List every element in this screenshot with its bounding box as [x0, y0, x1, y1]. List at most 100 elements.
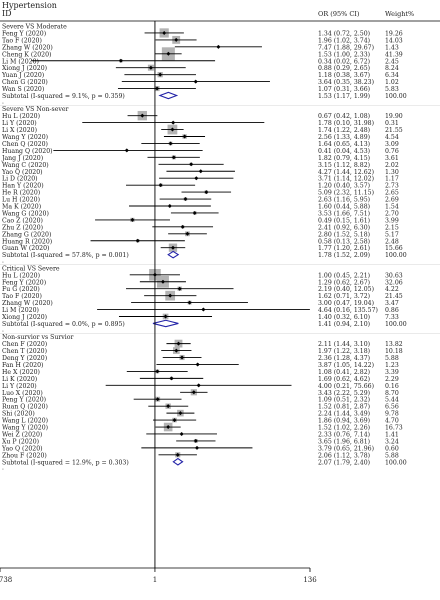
weight-text: 2.69: [385, 197, 399, 204]
weight-text: 41.39: [385, 51, 403, 58]
study-label: Li Y (2020): [2, 120, 37, 127]
point-estimate: [192, 210, 197, 215]
weight-text: 5.88: [385, 452, 399, 459]
study-label: Zhang G (2020): [2, 231, 51, 238]
weight-text: 21.55: [385, 127, 403, 134]
ci-text: 0.41 (0.04, 4.53): [318, 148, 370, 155]
point-estimate: [163, 314, 168, 319]
weight-text: 19.90: [385, 113, 403, 120]
ci-text: 1.62 (0.71, 3.72): [318, 293, 370, 300]
subtotal-diamond: [172, 457, 184, 466]
subtotal-label: Subtotal (I-squared = 57.8%, p = 0.001): [2, 252, 129, 259]
point-estimate: [170, 127, 175, 132]
weight-text: 10.18: [385, 348, 403, 355]
ci-text: 0.49 (0.15, 1.61): [318, 217, 370, 224]
header-or-ci: OR (95% CI): [318, 10, 360, 18]
ci-text: 1.09 (0.51, 2.32): [318, 397, 370, 404]
weight-text: 100.00: [385, 321, 407, 328]
weight-text: 5.83: [385, 86, 399, 93]
ci-text: 0.58 (0.13, 2.58): [318, 238, 370, 245]
weight-text: 7.33: [385, 314, 399, 321]
ci-text: 1.07 (0.31, 3.66): [318, 86, 370, 93]
point-estimate: [193, 438, 198, 443]
weight-text: 0.16: [385, 383, 399, 390]
study-label: Zhang W (2020): [2, 300, 53, 307]
weight-text: 2.70: [385, 210, 399, 217]
point-estimate: [168, 141, 173, 146]
study-label: Shi (2020): [2, 411, 35, 418]
point-estimate: [180, 355, 185, 360]
point-estimate: [172, 418, 177, 423]
weight-text: 6.34: [385, 72, 399, 79]
ci-text: 1.52 (1.02, 2.26): [318, 425, 370, 432]
study-label: Yao Q (2020): [1, 445, 43, 452]
study-label: Chen Q (2020): [2, 141, 48, 148]
study-label: Wan S (2020): [2, 86, 44, 93]
group-spacer: .: [2, 326, 4, 333]
weight-text: 2.45: [385, 58, 399, 65]
ci-text: 3.00 (0.47, 19.04): [318, 300, 374, 307]
point-estimate: [158, 72, 163, 77]
point-estimate: [171, 155, 176, 160]
weight-text: 3.99: [385, 217, 399, 224]
weight-text: 6.56: [385, 404, 399, 411]
point-estimate: [148, 65, 153, 70]
ci-text: 1.97 (1.22, 3.18): [318, 348, 370, 355]
point-estimate: [124, 148, 129, 153]
point-estimate: [182, 134, 187, 139]
ci-text: 2.06 (1.12, 3.78): [318, 452, 370, 459]
ci-text: 2.80 (1.52, 5.18): [318, 231, 370, 238]
point-estimate: [155, 397, 160, 402]
ci-text: 2.24 (1.44, 3.49): [318, 411, 370, 418]
weight-text: 1.23: [385, 362, 399, 369]
ci-text: 1.96 (1.02, 3.74): [318, 37, 370, 44]
point-estimate: [179, 431, 184, 436]
ci-text: 2.11 (1.44, 3.10): [318, 341, 370, 348]
ci-text: 0.34 (0.02, 6.72): [318, 58, 370, 65]
ci-text: 1.20 (0.40, 3.57): [318, 183, 370, 190]
x-axis: .00738 1 136: [0, 567, 317, 584]
ci-text: 1.52 (0.81, 2.87): [318, 404, 370, 411]
ci-text: 2.19 (0.40, 12.05): [318, 286, 374, 293]
weight-text: 5.17: [385, 231, 399, 238]
ci-text: 3.64 (0.35, 38.23): [318, 79, 374, 86]
point-estimate: [162, 30, 167, 35]
subtotal-label: Subtotal (I-squared = 9.1%, p = 0.359): [2, 93, 125, 100]
ci-text: 0.67 (0.42, 1.08): [318, 113, 370, 120]
weight-text: 2.15: [385, 224, 399, 231]
point-estimate: [160, 279, 165, 284]
study-label: Zhou F (2020): [2, 452, 47, 459]
point-estimate: [183, 197, 188, 202]
point-estimate: [185, 231, 190, 236]
weight-text: 21.45: [385, 293, 403, 300]
ci-text: 4.64 (0.16, 135.57): [318, 307, 378, 314]
weight-text: 1.43: [385, 44, 399, 51]
ci-text: 2.36 (1.28, 4.37): [318, 355, 370, 362]
weight-text: 1.17: [385, 176, 399, 183]
ci-text: 1.08 (0.41, 2.82): [318, 369, 370, 376]
point-estimate: [170, 245, 175, 250]
weight-text: 3.24: [385, 438, 399, 445]
study-label: Yuan J (2020): [1, 72, 44, 79]
ci-text: 5.09 (2.32, 11.15): [318, 190, 374, 197]
group-spacer: .: [2, 258, 4, 265]
study-label: Feng Y (2020): [2, 279, 46, 286]
point-estimate: [178, 411, 183, 416]
study-label: Huang R (2020): [2, 238, 52, 245]
weight-text: 2.65: [385, 190, 399, 197]
weight-text: 3.39: [385, 369, 399, 376]
study-label: Li Y (2020): [2, 383, 37, 390]
ci-text: 2.63 (1.16, 5.95): [318, 197, 370, 204]
point-estimate: [168, 293, 173, 298]
point-estimate: [196, 383, 201, 388]
study-label: Li M (2020): [2, 307, 39, 314]
weight-text: 3.47: [385, 300, 399, 307]
study-label: Wang C (2020): [2, 162, 49, 169]
study-label: He X (2020): [2, 369, 40, 376]
study-label: Chen T (2020): [2, 348, 47, 355]
weight-text: 13.82: [385, 341, 403, 348]
subtotal-diamond: [167, 250, 180, 259]
point-estimate: [169, 376, 174, 381]
study-label: Xiong J (2020): [2, 314, 47, 321]
study-label: Fu G (2020): [2, 286, 40, 293]
